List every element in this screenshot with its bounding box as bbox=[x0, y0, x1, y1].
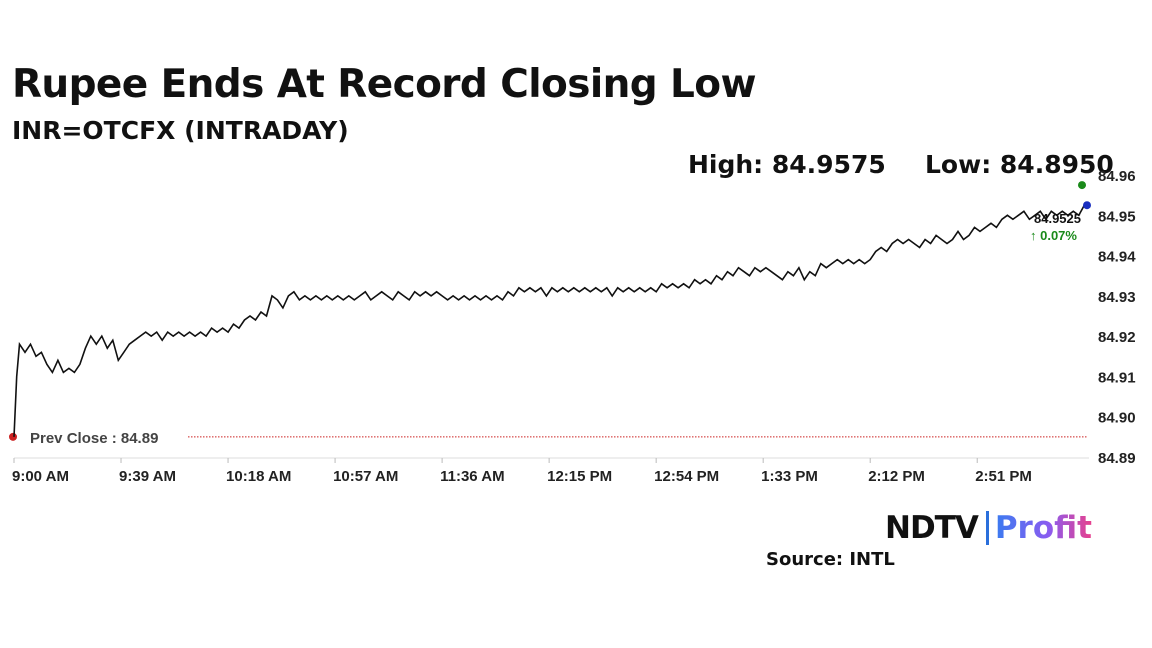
ndtv-profit-logo: NDTV Profit bbox=[885, 510, 1092, 546]
x-tick-label: 1:33 PM bbox=[761, 468, 818, 485]
x-tick-label: 10:57 AM bbox=[333, 468, 398, 485]
y-tick-label: 84.89 bbox=[1098, 450, 1136, 467]
y-tick-label: 84.90 bbox=[1098, 410, 1136, 427]
y-axis-ticks: 84.96 84.95 84.94 84.93 84.92 84.91 84.90 84.89 bbox=[1098, 168, 1136, 467]
x-tick-label: 2:12 PM bbox=[868, 468, 925, 485]
prev-close-label: Prev Close : 84.89 bbox=[30, 430, 158, 447]
source-note: Source: INTL bbox=[766, 549, 895, 570]
y-tick-label: 84.92 bbox=[1098, 329, 1136, 346]
y-tick-label: 84.96 bbox=[1098, 168, 1136, 185]
profit-wordmark: Profit bbox=[994, 510, 1092, 546]
x-tick-label: 9:39 AM bbox=[119, 468, 176, 485]
x-tick-label: 9:00 AM bbox=[12, 468, 69, 485]
y-tick-label: 84.91 bbox=[1098, 369, 1136, 386]
y-tick-label: 84.95 bbox=[1098, 208, 1136, 225]
chart-title: Rupee Ends At Record Closing Low bbox=[12, 62, 757, 107]
last-price-label: 84.9525 bbox=[1034, 211, 1081, 226]
x-tick-label: 10:18 AM bbox=[226, 468, 291, 485]
y-tick-label: 84.94 bbox=[1098, 249, 1136, 266]
x-tick-label: 12:15 PM bbox=[547, 468, 612, 485]
x-tick-label: 11:36 AM bbox=[440, 468, 504, 485]
prev-close-dot bbox=[9, 432, 17, 441]
ndtv-wordmark: NDTV bbox=[885, 510, 979, 546]
series-line bbox=[13, 204, 1086, 437]
high-marker-dot bbox=[1078, 181, 1086, 190]
change-percent-label: ↑ 0.07% bbox=[1030, 228, 1077, 243]
x-axis-ticks: 9:00 AM 9:39 AM 10:18 AM 10:57 AM 11:36 AM 12… bbox=[12, 458, 1032, 485]
logo-divider bbox=[985, 511, 989, 545]
high-label: High: 84.9575 bbox=[688, 150, 886, 179]
x-tick-label: 12:54 PM bbox=[654, 468, 719, 485]
y-tick-label: 84.93 bbox=[1098, 289, 1136, 306]
low-label: Low: 84.8950 bbox=[925, 150, 1114, 179]
x-tick-label: 2:51 PM bbox=[975, 468, 1032, 485]
chart-subtitle: INR=OTCFX (INTRADAY) bbox=[12, 116, 349, 145]
last-price-dot bbox=[1083, 201, 1091, 210]
